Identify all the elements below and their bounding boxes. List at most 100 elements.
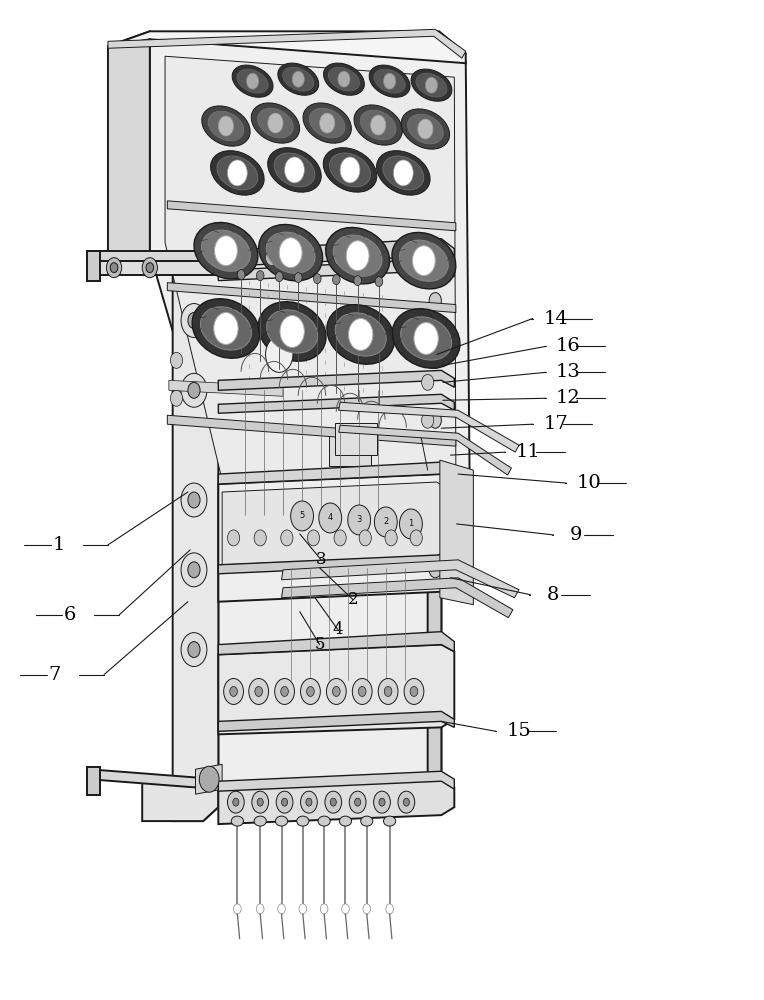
Circle shape [429,412,442,428]
Circle shape [146,263,154,273]
Polygon shape [167,283,456,313]
Circle shape [199,766,219,792]
Ellipse shape [309,108,345,138]
Polygon shape [108,29,466,58]
Circle shape [332,686,340,696]
Circle shape [384,73,396,89]
Circle shape [348,319,373,350]
Circle shape [268,113,283,133]
Polygon shape [219,771,455,791]
Text: 4: 4 [328,513,333,522]
Ellipse shape [384,816,396,826]
Circle shape [188,313,200,328]
Polygon shape [219,645,455,734]
Circle shape [280,686,288,696]
Text: 2: 2 [384,517,388,526]
Ellipse shape [257,108,293,138]
Circle shape [393,160,413,186]
Circle shape [325,791,342,813]
Circle shape [378,679,398,704]
Circle shape [368,250,380,266]
Circle shape [233,798,239,806]
Circle shape [306,686,314,696]
Circle shape [234,904,241,914]
Circle shape [379,798,385,806]
Text: 3: 3 [316,551,326,568]
Polygon shape [108,31,466,63]
Circle shape [257,904,264,914]
Polygon shape [338,402,519,452]
Circle shape [277,791,293,813]
Circle shape [429,293,442,309]
Ellipse shape [383,156,424,190]
Text: 16: 16 [556,337,581,355]
Polygon shape [222,482,449,565]
Ellipse shape [254,816,267,826]
Circle shape [352,679,372,704]
Polygon shape [173,261,219,821]
Circle shape [384,686,392,696]
Circle shape [413,246,435,276]
Circle shape [188,492,200,508]
Ellipse shape [400,240,448,281]
Circle shape [330,798,336,806]
Ellipse shape [283,67,314,91]
Circle shape [106,258,121,278]
Circle shape [307,530,319,546]
Circle shape [249,679,269,704]
Circle shape [257,798,264,806]
Circle shape [277,904,285,914]
Circle shape [400,509,422,539]
Ellipse shape [400,317,452,360]
Circle shape [349,791,366,813]
Circle shape [224,679,244,704]
Text: 9: 9 [570,526,582,544]
Polygon shape [89,261,219,275]
Circle shape [219,116,234,136]
Circle shape [418,119,433,139]
Circle shape [429,352,442,368]
Ellipse shape [211,151,264,195]
Circle shape [306,798,312,806]
Ellipse shape [202,106,250,146]
Ellipse shape [267,310,318,353]
Circle shape [275,679,294,704]
Circle shape [371,115,386,135]
Ellipse shape [217,156,257,190]
Text: 12: 12 [556,389,581,407]
Ellipse shape [323,148,377,192]
Circle shape [247,73,259,89]
Ellipse shape [323,63,364,95]
Circle shape [346,241,369,271]
Polygon shape [219,462,455,484]
Text: 14: 14 [543,310,568,328]
Polygon shape [165,56,456,480]
Text: 1: 1 [408,519,413,528]
Ellipse shape [329,153,371,187]
Ellipse shape [237,69,268,93]
Circle shape [181,304,207,337]
Polygon shape [196,764,222,794]
Polygon shape [219,779,455,824]
Circle shape [320,904,328,914]
Circle shape [354,798,361,806]
Circle shape [299,904,306,914]
Polygon shape [219,259,442,794]
Bar [329,428,371,466]
Polygon shape [108,39,150,261]
Text: 17: 17 [543,415,568,433]
Circle shape [170,390,183,406]
Circle shape [284,157,304,183]
Ellipse shape [333,235,382,276]
Circle shape [230,686,238,696]
Ellipse shape [377,151,430,195]
Polygon shape [219,394,455,413]
Circle shape [231,250,244,266]
Circle shape [326,679,346,704]
Ellipse shape [354,105,403,145]
Circle shape [300,679,320,704]
Circle shape [334,530,346,546]
Circle shape [228,791,244,813]
Circle shape [252,791,269,813]
Circle shape [170,352,183,368]
